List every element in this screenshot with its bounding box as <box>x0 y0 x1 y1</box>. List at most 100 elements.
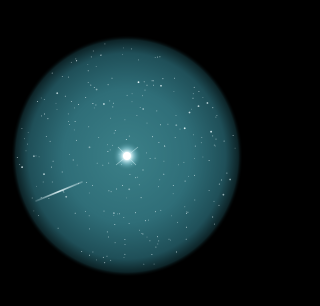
star <box>129 223 130 224</box>
star <box>207 102 209 104</box>
star <box>171 215 172 216</box>
star <box>69 124 70 125</box>
star <box>160 85 162 87</box>
star <box>107 231 108 232</box>
star <box>202 157 203 158</box>
star <box>147 123 148 124</box>
star <box>37 101 38 102</box>
star <box>103 257 104 258</box>
star <box>53 161 54 162</box>
star <box>124 119 125 120</box>
star <box>214 201 215 202</box>
star <box>193 93 194 94</box>
star <box>187 212 188 213</box>
star <box>90 85 91 86</box>
star <box>163 161 164 162</box>
star <box>88 70 89 71</box>
star <box>36 186 37 187</box>
star <box>44 114 45 115</box>
star <box>41 115 42 116</box>
star <box>151 254 152 255</box>
star <box>111 191 112 192</box>
star <box>184 127 186 129</box>
star <box>138 81 140 83</box>
star <box>186 213 187 214</box>
page: {} (() => { JSON.parse(document.getEleme… <box>0 0 242 306</box>
star <box>157 244 158 245</box>
star <box>124 239 125 240</box>
star <box>150 158 151 159</box>
star <box>124 257 125 258</box>
star <box>201 137 202 138</box>
star <box>191 109 192 110</box>
star <box>184 206 185 207</box>
star <box>143 264 144 265</box>
star <box>27 144 28 145</box>
star <box>32 198 33 199</box>
star <box>129 136 130 137</box>
star <box>155 158 156 159</box>
star <box>117 213 118 214</box>
star <box>26 150 27 151</box>
star <box>160 210 161 211</box>
star <box>147 237 148 238</box>
star <box>36 155 37 156</box>
star <box>28 132 29 133</box>
star <box>115 130 116 131</box>
star <box>126 139 127 140</box>
star <box>167 124 168 125</box>
star <box>89 215 90 216</box>
star <box>89 146 91 148</box>
star <box>71 101 72 102</box>
star <box>152 136 153 137</box>
star <box>107 144 108 145</box>
star <box>163 174 164 175</box>
star <box>142 95 143 96</box>
star <box>216 139 217 140</box>
star <box>38 215 39 216</box>
star <box>21 166 23 168</box>
star <box>209 190 210 191</box>
star <box>73 160 74 161</box>
star <box>98 137 99 138</box>
star <box>68 113 69 114</box>
star <box>19 164 20 165</box>
star <box>155 247 156 248</box>
star <box>194 200 195 201</box>
star <box>123 47 124 48</box>
star <box>48 198 49 199</box>
star <box>24 138 25 139</box>
star <box>135 177 136 178</box>
star <box>158 142 159 143</box>
star <box>221 180 222 181</box>
star <box>215 146 216 147</box>
star <box>138 59 139 60</box>
star <box>210 131 212 133</box>
star <box>58 228 59 229</box>
star <box>78 104 79 105</box>
star <box>93 51 94 52</box>
star <box>135 212 136 213</box>
star <box>71 62 72 63</box>
star <box>194 158 195 159</box>
star <box>157 236 158 237</box>
star <box>156 110 157 111</box>
star <box>112 78 113 79</box>
star <box>212 135 213 136</box>
star <box>107 151 108 152</box>
star <box>155 57 156 58</box>
star <box>101 55 102 56</box>
star <box>153 85 154 86</box>
star <box>96 66 97 67</box>
star <box>47 118 48 119</box>
star <box>51 167 52 168</box>
star <box>226 173 227 174</box>
star <box>114 133 115 134</box>
star <box>126 197 127 198</box>
star <box>141 197 142 198</box>
star <box>224 141 225 142</box>
star <box>110 260 111 261</box>
star <box>97 163 98 164</box>
star <box>95 105 96 106</box>
star <box>65 96 66 97</box>
